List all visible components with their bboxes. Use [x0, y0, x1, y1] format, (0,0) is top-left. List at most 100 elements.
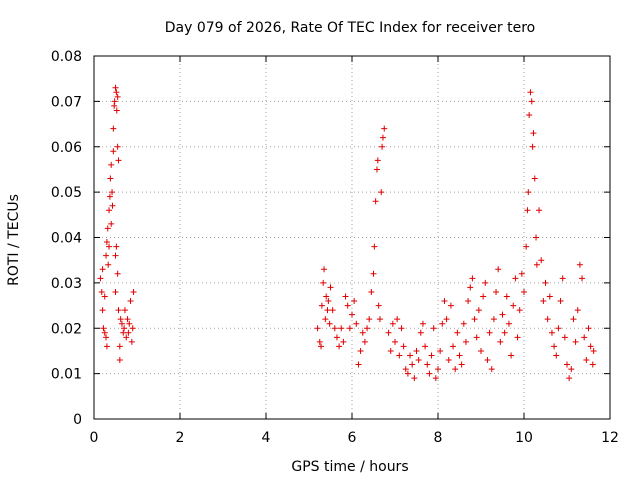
data-point [127, 298, 134, 305]
data-point [564, 361, 570, 368]
data-point [559, 275, 566, 282]
data-point [113, 89, 120, 96]
data-point [514, 334, 521, 341]
data-point [324, 307, 331, 314]
data-point [326, 320, 333, 327]
x-tick-label: 8 [434, 430, 443, 446]
data-point [114, 93, 121, 100]
data-point [510, 302, 517, 309]
data-point [413, 347, 420, 354]
data-point [379, 143, 386, 150]
data-point [583, 357, 590, 364]
data-point [579, 275, 586, 282]
plot-frame [93, 55, 611, 420]
data-point [387, 347, 394, 354]
data-point [471, 316, 478, 323]
data-point [381, 125, 388, 132]
data-point [467, 284, 474, 291]
data-point [113, 243, 120, 250]
data-point [361, 338, 368, 345]
data-point [336, 343, 343, 350]
data-point [385, 329, 392, 336]
data-point [353, 320, 360, 327]
data-point [501, 329, 508, 336]
data-point [589, 361, 596, 368]
data-point [103, 343, 110, 350]
data-points [97, 84, 597, 382]
data-point [460, 320, 467, 327]
data-point [585, 325, 592, 332]
data-point [112, 252, 119, 259]
data-point [518, 270, 525, 277]
data-point [445, 357, 452, 364]
data-point [508, 352, 515, 359]
data-point [398, 325, 405, 332]
data-point [458, 361, 465, 368]
data-point [325, 298, 332, 305]
y-tick-label: 0.01 [51, 367, 82, 383]
data-point [432, 375, 439, 382]
data-point [105, 261, 112, 268]
data-point [488, 366, 495, 373]
data-point [581, 334, 588, 341]
x-axis-label: GPS time / hours [291, 459, 408, 475]
y-tick-label: 0.05 [51, 185, 82, 201]
data-point [533, 261, 540, 268]
data-point [566, 375, 573, 382]
data-point [587, 343, 594, 350]
data-point [497, 338, 504, 345]
data-point [374, 157, 381, 164]
data-point [435, 366, 441, 373]
data-point [538, 257, 545, 264]
data-point [411, 375, 418, 382]
data-point [555, 325, 562, 332]
data-point [478, 347, 484, 354]
data-point [542, 279, 549, 286]
data-point [117, 316, 124, 323]
data-point [372, 198, 379, 205]
data-point [572, 338, 579, 345]
data-point [318, 302, 325, 309]
data-point [475, 307, 482, 314]
data-point [557, 298, 564, 305]
data-point [107, 175, 114, 182]
data-point [103, 252, 110, 259]
data-point [394, 316, 401, 323]
data-point [106, 243, 113, 250]
data-point [527, 89, 534, 96]
data-point [419, 320, 426, 327]
data-point [531, 175, 538, 182]
data-point [101, 293, 108, 300]
data-point [110, 148, 117, 155]
data-point [108, 161, 115, 168]
y-tick-label: 0.07 [51, 94, 82, 110]
data-point [505, 320, 512, 327]
x-tick-label: 12 [601, 430, 619, 446]
data-point [548, 329, 555, 336]
y-tick-label: 0.06 [51, 140, 82, 156]
data-point [114, 143, 121, 150]
x-tick-label: 2 [176, 430, 185, 446]
data-point [378, 189, 385, 196]
data-point [426, 370, 433, 377]
data-point [364, 325, 371, 332]
data-point [344, 302, 351, 309]
data-point [415, 357, 422, 364]
data-point [357, 347, 364, 354]
data-point [437, 347, 444, 354]
data-point [452, 366, 459, 373]
data-point [454, 329, 461, 336]
data-point [465, 298, 472, 305]
data-point [576, 261, 583, 268]
data-point [99, 307, 106, 314]
data-point [482, 279, 489, 286]
data-point [523, 243, 530, 250]
x-tick-label: 10 [515, 430, 533, 446]
data-point [484, 357, 491, 364]
data-point [447, 302, 454, 309]
data-point [370, 270, 377, 277]
data-point [320, 279, 327, 286]
x-tick-label: 6 [348, 430, 357, 446]
data-point [402, 366, 409, 373]
